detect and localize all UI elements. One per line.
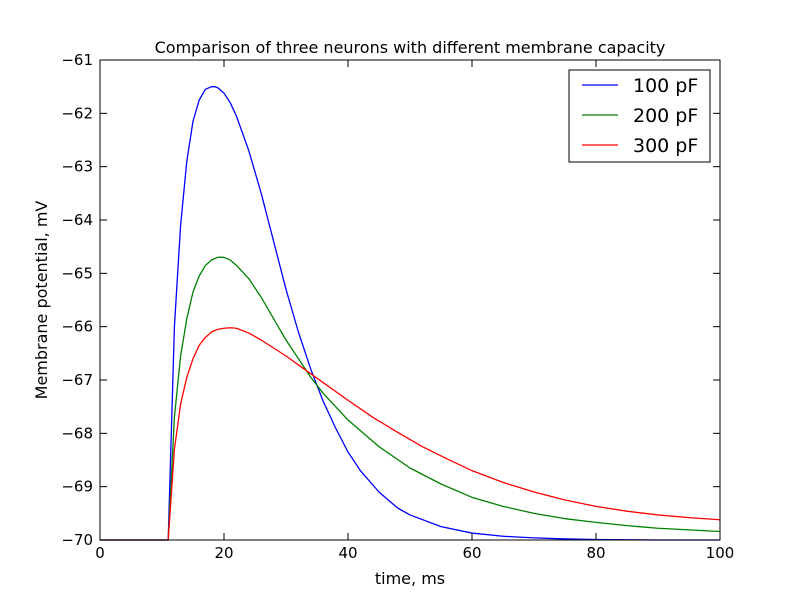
y-tick-label: −68: [61, 424, 93, 442]
chart-title: Comparison of three neurons with differe…: [155, 38, 666, 57]
series-layer: [100, 86, 721, 541]
x-tick-label: 60: [462, 544, 481, 562]
y-axis-label: Membrane potential, mV: [32, 201, 51, 400]
legend-label-3: 300 pF: [633, 135, 698, 157]
x-tick-label: 80: [586, 544, 605, 562]
y-tick-label: −67: [61, 371, 93, 389]
series-line-3: [100, 327, 721, 541]
x-tick-label: 20: [214, 544, 233, 562]
y-tick-label: −69: [61, 478, 93, 496]
y-tick-label: −70: [61, 531, 93, 549]
x-tick-label: 100: [706, 544, 735, 562]
y-tick-label: −61: [61, 51, 93, 69]
legend-label-2: 200 pF: [633, 105, 698, 127]
y-tick-label: −65: [61, 264, 93, 282]
legend: 100 pF 200 pF 300 pF: [568, 69, 711, 163]
legend-label-1: 100 pF: [633, 75, 698, 97]
y-axis-ticks: −70 −69 −68 −67 −66 −65 −64 −63 −62 −61: [61, 51, 720, 549]
plot-frame: [99, 59, 721, 541]
x-tick-label: 40: [338, 544, 357, 562]
y-tick-label: −66: [61, 318, 93, 336]
series-line-1: [100, 86, 720, 541]
y-tick-label: −63: [61, 158, 93, 176]
y-tick-label: −62: [61, 104, 93, 122]
x-tick-label: 0: [95, 544, 105, 562]
y-tick-label: −64: [61, 211, 93, 229]
series-line-2: [100, 256, 721, 541]
x-axis-ticks: 0 20 40 60 80 100: [95, 60, 734, 562]
x-axis-label: time, ms: [375, 569, 445, 588]
legend-items: 100 pF 200 pF 300 pF: [582, 75, 698, 157]
